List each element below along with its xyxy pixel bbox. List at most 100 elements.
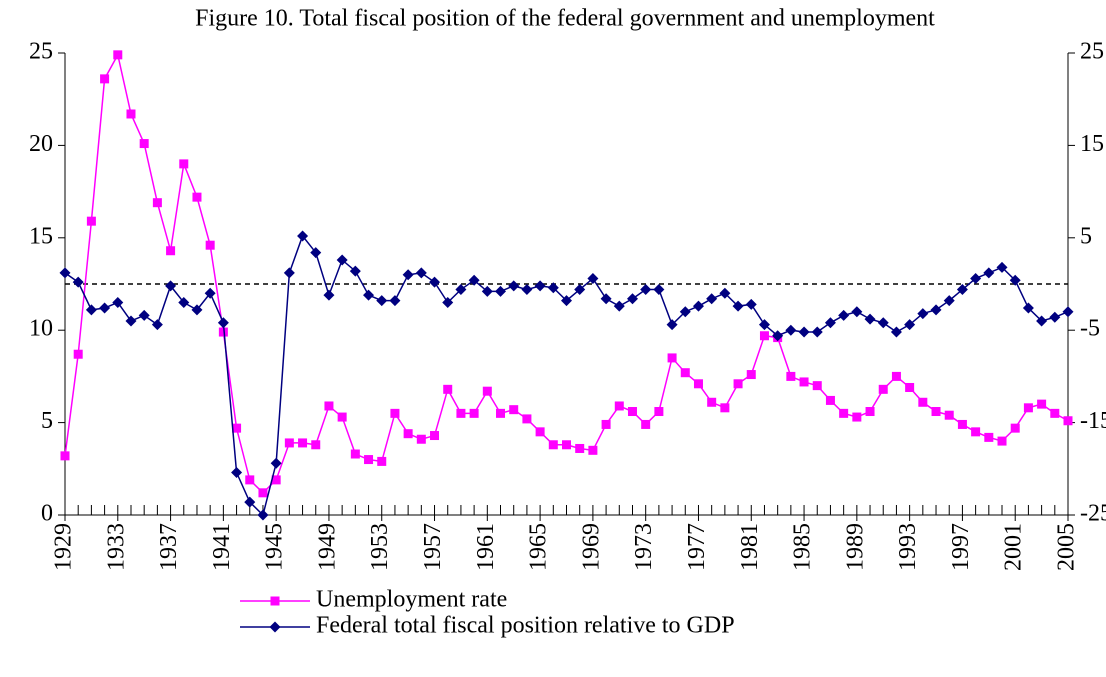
marker-diamond	[349, 265, 361, 277]
x-tick-label: 1985	[790, 523, 816, 571]
y-tick-label: 5	[41, 408, 53, 434]
marker-diamond	[917, 308, 929, 320]
marker-diamond	[402, 269, 414, 281]
marker-square	[113, 50, 123, 60]
marker-square	[1023, 403, 1033, 413]
x-tick-label: 1965	[526, 523, 552, 571]
marker-diamond	[1009, 274, 1021, 286]
y-tick-label: 15	[29, 223, 53, 249]
x-tick-label: 1973	[631, 523, 657, 571]
marker-square	[364, 455, 374, 465]
x-tick-label: 1941	[209, 523, 235, 571]
y2-tick-label: -5	[1080, 316, 1100, 342]
x-tick-label: 1929	[51, 523, 77, 571]
marker-diamond	[429, 276, 441, 288]
marker-diamond	[534, 280, 546, 292]
marker-diamond	[59, 267, 71, 279]
marker-square	[627, 407, 637, 417]
marker-square	[984, 432, 994, 442]
marker-diamond	[495, 285, 507, 297]
marker-diamond	[613, 300, 625, 312]
marker-square	[271, 475, 281, 485]
marker-diamond	[970, 272, 982, 284]
marker-square	[707, 397, 717, 407]
marker-square	[944, 410, 954, 420]
marker-square	[614, 401, 624, 411]
marker-square	[60, 451, 70, 461]
marker-diamond	[151, 319, 163, 331]
marker-square	[575, 443, 585, 453]
marker-square	[443, 384, 453, 394]
x-tick-label: 1949	[314, 523, 340, 571]
marker-square	[548, 440, 558, 450]
marker-diamond	[165, 280, 177, 292]
marker-diamond	[1049, 311, 1061, 323]
marker-diamond	[547, 282, 559, 294]
marker-square	[350, 449, 360, 459]
marker-diamond	[587, 272, 599, 284]
marker-square	[377, 456, 387, 466]
x-tick-label: 2005	[1054, 523, 1080, 571]
marker-diamond	[1062, 306, 1074, 318]
x-tick-label: 1937	[156, 523, 182, 571]
marker-square	[693, 379, 703, 389]
marker-diamond	[996, 261, 1008, 273]
marker-square	[733, 379, 743, 389]
marker-diamond	[297, 230, 309, 242]
marker-diamond	[112, 296, 124, 308]
x-tick-label: 1997	[948, 523, 974, 571]
marker-square	[456, 408, 466, 418]
marker-diamond	[72, 276, 84, 288]
marker-diamond	[1036, 315, 1048, 327]
marker-diamond	[363, 289, 375, 301]
marker-square	[667, 353, 677, 363]
marker-square	[799, 377, 809, 387]
marker-square	[390, 408, 400, 418]
marker-square	[1063, 416, 1073, 426]
marker-square	[535, 427, 545, 437]
marker-diamond	[310, 247, 322, 259]
marker-diamond	[442, 296, 454, 308]
marker-diamond	[824, 317, 836, 329]
marker-diamond	[270, 457, 282, 469]
marker-diamond	[890, 326, 902, 338]
marker-diamond	[600, 293, 612, 305]
y-tick-label: 0	[41, 501, 53, 527]
marker-square	[469, 408, 479, 418]
marker-square	[562, 440, 571, 450]
marker-diamond	[679, 306, 691, 318]
marker-diamond	[468, 274, 480, 286]
y2-tick-label: 25	[1080, 39, 1104, 65]
marker-square	[218, 327, 228, 337]
chart-title: Figure 10. Total fiscal position of the …	[195, 6, 935, 32]
marker-square	[839, 408, 849, 418]
marker-square	[430, 431, 440, 441]
x-tick-label: 1981	[737, 523, 763, 571]
marker-square	[73, 349, 83, 359]
marker-square	[601, 419, 611, 429]
marker-diamond	[745, 298, 757, 310]
marker-diamond	[811, 326, 823, 338]
marker-diamond	[864, 313, 876, 325]
x-tick-label: 2001	[1001, 523, 1027, 571]
marker-square	[957, 419, 967, 429]
marker-square	[641, 419, 651, 429]
x-tick-label: 1961	[473, 523, 499, 571]
marker-diamond	[692, 300, 704, 312]
series-line	[64, 52, 1069, 494]
marker-diamond	[125, 315, 137, 327]
marker-square	[126, 109, 136, 119]
marker-square	[139, 139, 149, 149]
marker-square	[311, 440, 321, 450]
marker-diamond	[838, 309, 850, 321]
marker-square	[918, 397, 928, 407]
marker-diamond	[455, 284, 467, 296]
marker-square	[337, 412, 347, 422]
marker-square	[891, 371, 901, 381]
marker-diamond	[244, 496, 256, 508]
marker-square	[931, 407, 941, 417]
marker-diamond	[99, 302, 111, 314]
marker-square	[258, 488, 268, 498]
